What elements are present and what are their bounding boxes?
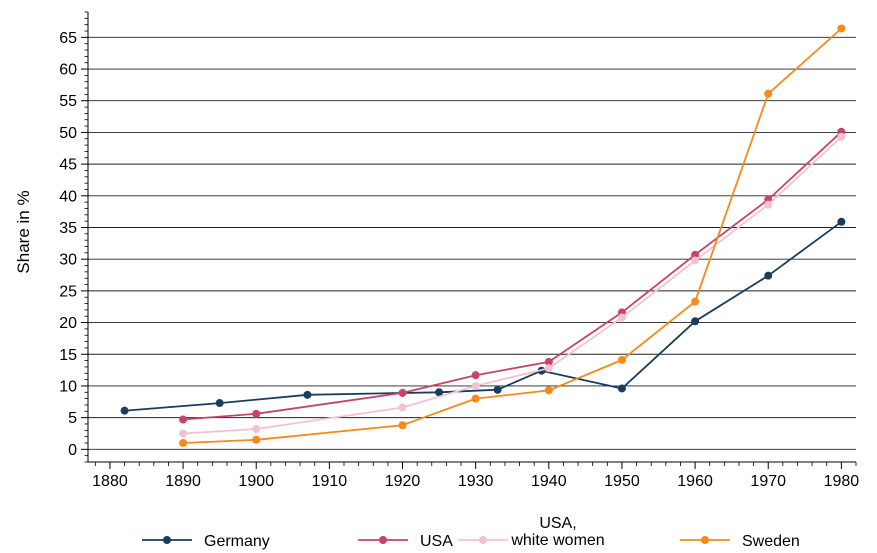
data-point [398,421,407,430]
data-point [544,357,553,366]
x-tick-label: 1940 [531,473,567,490]
data-point [764,89,773,98]
data-point [252,425,261,434]
data-point [493,385,502,394]
data-point [691,317,700,326]
data-point [617,313,626,322]
data-point [435,388,444,397]
legend-item: USA, white women [458,515,605,549]
data-point [471,381,480,390]
data-point [617,355,626,364]
x-tick-label: 1960 [677,473,713,490]
grid-lines [88,36,856,450]
data-point [398,403,407,412]
series-usa [179,127,846,424]
y-tick-label: 10 [59,378,77,395]
data-point [398,388,407,397]
series-usa [179,132,846,438]
data-point [179,429,188,438]
y-tick-label: 30 [59,252,77,269]
x-tick-label: 1920 [385,473,421,490]
data-point [179,438,188,447]
x-tick-label: 1950 [604,473,640,490]
data-point [471,371,480,380]
legend-label: Germany [204,533,270,550]
x-tick-label: 1970 [750,473,786,490]
y-axis-title: Share in % [14,190,33,273]
x-tick-label: 1890 [165,473,201,490]
data-point [303,390,312,399]
y-tick-label: 60 [59,62,77,79]
y-tick-label: 20 [59,315,77,332]
y-tick-label: 5 [68,410,77,427]
y-tick-label: 25 [59,283,77,300]
data-point [764,200,773,209]
legend-label-line: white women [510,532,604,549]
legend-label: Sweden [742,533,800,550]
y-tick-label: 45 [59,157,77,174]
series-germany [120,217,846,415]
y-tick-label: 15 [59,347,77,364]
data-point [837,217,846,226]
y-tick-label: 55 [59,93,77,110]
legend-item: USA [358,533,453,550]
data-point [215,399,224,408]
data-point [691,250,700,259]
legend-swatch-marker [379,536,387,544]
data-point [544,386,553,395]
legend-item: Sweden [680,533,800,550]
series-sweden [179,24,846,447]
data-point [179,415,188,424]
y-tick-label: 40 [59,188,77,205]
x-tick-label: 1880 [92,473,128,490]
data-point [617,384,626,393]
y-tick-label: 35 [59,220,77,237]
data-point [471,394,480,403]
data-point [764,271,773,280]
legend-swatch-marker [163,536,171,544]
y-tick-label: 50 [59,125,77,142]
y-tick-label: 0 [68,442,77,459]
series-line [183,27,842,444]
series-line [183,136,843,435]
x-tick-label: 1930 [458,473,494,490]
data-point [544,364,553,373]
legend-swatch-marker [479,536,487,544]
data-point [120,406,129,415]
data-point [691,297,700,306]
data-point [837,132,846,141]
series-line [124,221,842,412]
y-tick-label: 65 [59,30,77,47]
data-point [252,409,261,418]
data-point [252,435,261,444]
legend: Germany USA USA, white women Sweden [142,515,800,550]
legend-swatch-marker [701,536,709,544]
legend-item: Germany [142,533,270,550]
x-tick-label: 1910 [312,473,348,490]
legend-label: USA [420,533,453,550]
legend-label-line: USA, [539,515,576,532]
data-point [691,256,700,265]
axes: 0 5 10 15 20 25 30 35 40 45 50 55 60 65 1880 1890 1900 19… [59,11,860,490]
x-tick-label: 1900 [238,473,274,490]
data-point [837,24,846,33]
x-tick-label: 1980 [824,473,860,490]
data-series [120,24,846,447]
legend-label: USA, white women [510,515,604,549]
